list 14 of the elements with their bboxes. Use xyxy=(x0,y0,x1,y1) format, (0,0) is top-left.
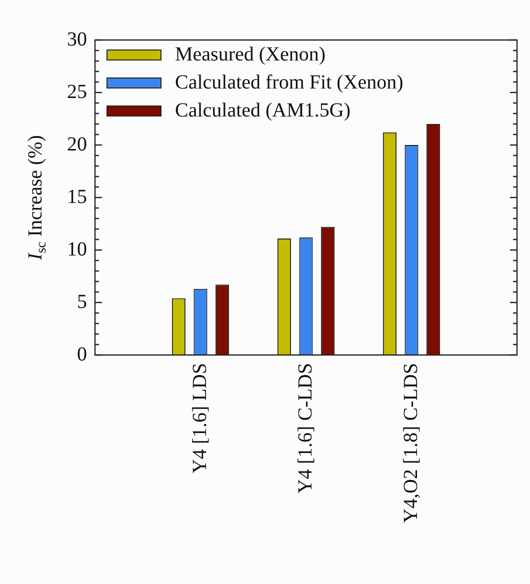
y-axis-title: Isc Increase (%) xyxy=(24,135,50,261)
x-tick-label: Y4,O2 [1.8] C-LDS xyxy=(400,363,422,523)
legend-label: Calculated from Fit (Xenon) xyxy=(175,71,404,94)
legend-label: Measured (Xenon) xyxy=(175,43,326,66)
x-tick-label: Y4 [1.6] C-LDS xyxy=(294,363,316,494)
legend-label: Calculated (AM1.5G) xyxy=(175,99,351,122)
y-tick-label: 15 xyxy=(67,186,87,208)
y-tick-label: 25 xyxy=(67,80,87,103)
y-tick-label: 10 xyxy=(67,238,87,260)
y-tick-label: 0 xyxy=(77,343,87,366)
x-tick-label: Y4 [1.6] LDS xyxy=(188,363,211,474)
y-tick-label: 30 xyxy=(67,28,87,50)
y-tick-label: 20 xyxy=(67,133,87,156)
y-tick-label: 5 xyxy=(77,290,87,313)
